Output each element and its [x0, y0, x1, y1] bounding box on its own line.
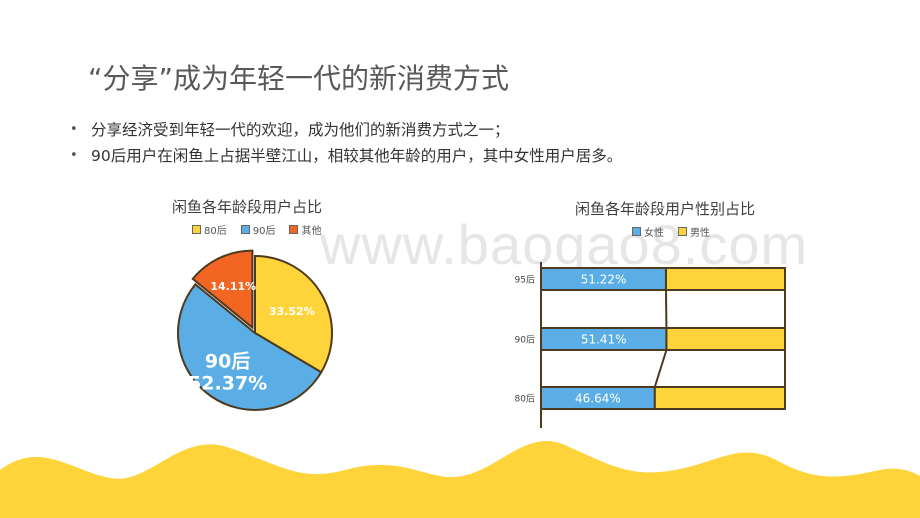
legend-item-male: 男性 — [678, 224, 710, 239]
pie-slice-label: 33.52% — [269, 305, 315, 318]
decorative-wave — [0, 440, 920, 518]
pie-slice — [191, 249, 254, 330]
legend-swatch — [632, 227, 641, 236]
slide-title: “分享”成为年轻一代的新消费方式 — [88, 62, 510, 95]
pie-slice-label: 14.11% — [210, 280, 256, 293]
pie-slice-label: 90后 52.37% — [188, 350, 267, 394]
watermark: www.baogao8.com — [320, 213, 809, 276]
legend-swatch — [240, 225, 250, 234]
bar-data-label: 51.41% — [581, 333, 627, 347]
bar-segment — [653, 386, 786, 410]
pie-slice — [177, 282, 323, 412]
category-tick-label: 80后 — [515, 394, 535, 405]
pie-chart-legend: 80后 90后 其他 — [192, 222, 321, 237]
category-tick-label: 90后 — [515, 335, 535, 346]
legend-label: 其他 — [301, 226, 322, 237]
legend-item-other: 其他 — [289, 222, 321, 237]
bar-segment — [665, 327, 787, 351]
legend-label: 女性 — [644, 228, 664, 239]
series-connector-line — [653, 349, 668, 388]
legend-item-80s: 80后 — [192, 222, 227, 237]
legend-item-90s: 90后 — [240, 222, 276, 237]
legend-label: 80后 — [204, 226, 227, 237]
category-tick-label: 95后 — [515, 275, 535, 286]
legend-label: 90后 — [252, 226, 276, 237]
bullet-list: 分享经济受到年轻一代的欢迎，成为他们的新消费方式之一； 90后用户在闲鱼上占据半… — [70, 117, 870, 169]
bar-chart: 51.22% 95后 51.41% 90后 46.64% 80后 — [515, 262, 787, 428]
bar-data-label: 46.64% — [575, 392, 621, 406]
legend-swatch — [678, 227, 687, 236]
legend-swatch — [192, 225, 201, 234]
legend-label: 男性 — [690, 228, 710, 239]
bullet-item: 90后用户在闲鱼上占据半壁江山，相较其他年龄的用户，其中女性用户居多。 — [70, 143, 870, 169]
bar-data-label: 51.22% — [581, 273, 627, 287]
bullet-item: 分享经济受到年轻一代的欢迎，成为他们的新消费方式之一； — [70, 117, 870, 143]
pie-chart: 33.52% 90后 52.37% 14.11% — [177, 249, 333, 412]
pie-chart-title: 闲鱼各年龄段用户占比 — [172, 198, 323, 216]
bar-chart-legend: 女性 男性 — [632, 224, 710, 239]
bar-segment — [664, 267, 787, 291]
legend-swatch — [289, 225, 299, 234]
pie-slice — [254, 254, 333, 374]
legend-item-female: 女性 — [632, 224, 664, 239]
bar-chart-title: 闲鱼各年龄段用户性别占比 — [575, 200, 756, 218]
